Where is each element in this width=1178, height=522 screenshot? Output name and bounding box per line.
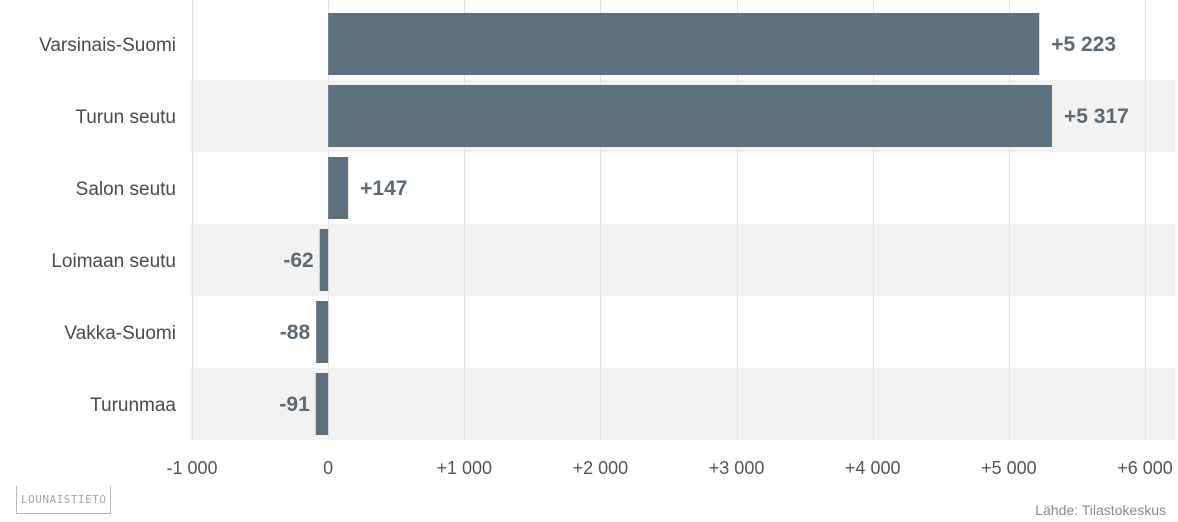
category-label: Vakka-Suomi — [64, 323, 176, 344]
category-label: Turun seutu — [75, 107, 176, 128]
value-label: -88 — [280, 321, 311, 344]
bar — [316, 301, 329, 363]
category-label: Salon seutu — [76, 179, 176, 200]
tick-labels: -1 000 0 +1 000 +2 000 +3 000 +4 000 +5 000 +6 … — [166, 458, 1172, 478]
source-note: Lähde: Tilastokeskus — [1035, 502, 1166, 518]
row-stripe — [190, 368, 1175, 440]
x-tick-label: +1 000 — [437, 458, 493, 478]
bar — [319, 229, 329, 291]
x-tick-label: +6 000 — [1117, 458, 1173, 478]
bar — [315, 373, 329, 435]
bar — [328, 85, 1053, 147]
value-label: -91 — [279, 393, 310, 416]
x-tick-label: 0 — [323, 458, 333, 478]
bar — [328, 13, 1040, 75]
value-label: +5 223 — [1051, 33, 1116, 56]
x-tick-label: +2 000 — [573, 458, 629, 478]
x-tick-label: +4 000 — [845, 458, 901, 478]
value-label: +5 317 — [1064, 105, 1129, 128]
lounaistieto-logo: LOUNAISTIETO — [16, 486, 112, 514]
bars — [315, 13, 1053, 435]
category-label: Varsinais-Suomi — [39, 35, 176, 56]
value-label: -62 — [283, 249, 313, 272]
category-labels: Varsinais-Suomi Turun seutu Salon seutu Loi… — [39, 35, 176, 416]
bar — [328, 157, 349, 219]
value-label: +147 — [360, 177, 407, 200]
x-tick-label: +3 000 — [709, 458, 765, 478]
row-stripe — [190, 224, 1175, 296]
category-label: Turunmaa — [90, 395, 176, 416]
category-label: Loimaan seutu — [51, 251, 176, 272]
x-tick-label: +5 000 — [981, 458, 1037, 478]
x-tick-label: -1 000 — [166, 458, 217, 478]
data-labels: +5 223 +5 317 +147 -62 -88 -91 — [279, 33, 1128, 416]
